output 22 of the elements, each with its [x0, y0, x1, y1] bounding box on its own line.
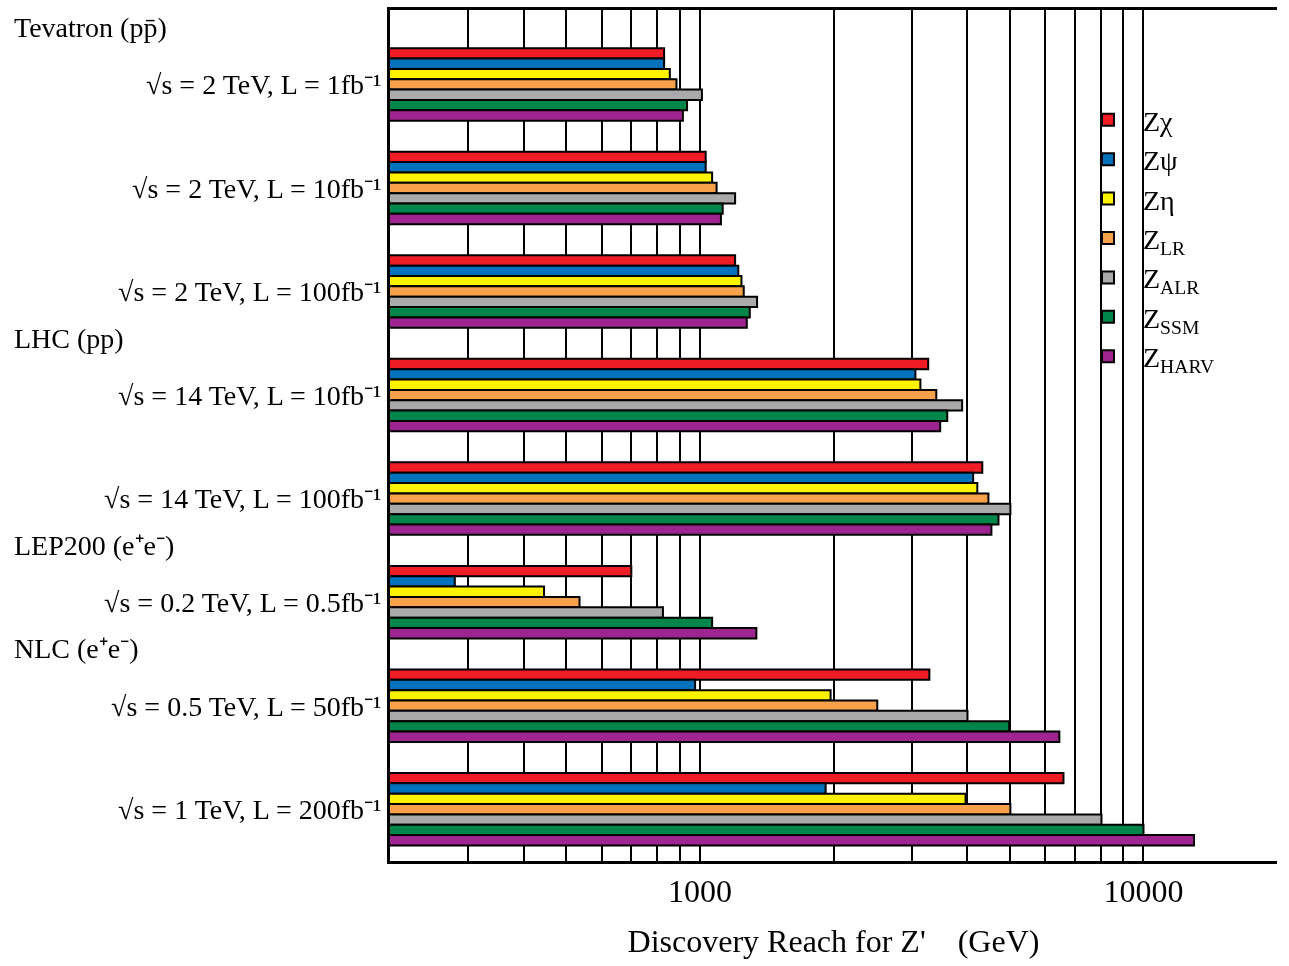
x-tick-label: 1000 [667, 873, 732, 910]
text: LHC (pp) [14, 323, 124, 354]
legend-label: Z$_{LR}$ [1142, 223, 1187, 259]
legend-label: Z$_{HARV}$ [1142, 342, 1215, 377]
y-tick-label: √s = 0.2 TeV, L = 0.5fb⁻¹ [104, 586, 382, 618]
y-tick-label: √s = 0.5 TeV, L = 50fb⁻¹ [111, 690, 382, 722]
legend-label: Zψ [1142, 145, 1179, 177]
legend-label: Z$_{ALR}$ [1142, 263, 1201, 299]
y-tick-label: √s = 14 TeV, L = 10fb⁻¹ [118, 379, 382, 411]
legend-label: Zχ [1142, 105, 1174, 137]
text: Tevatron (pp̄) [14, 12, 167, 43]
text: LEP200 (e⁺e⁻) [14, 530, 175, 561]
y-tick-label: √s = 1 TeV, L = 200fb⁻¹ [118, 794, 382, 826]
text: NLC (e⁺e⁻) [14, 633, 139, 664]
x-axis-title: Discovery Reach for Z' (GeV) [627, 923, 1040, 960]
y-tick-label: √s = 2 TeV, L = 100fb⁻¹ [118, 276, 382, 308]
x-tick-label: 10000 [1103, 873, 1184, 910]
y-tick-label: √s = 2 TeV, L = 10fb⁻¹ [132, 172, 382, 204]
legend-label: Zη [1142, 184, 1175, 216]
legend-label: Z$_{SSM}$ [1142, 302, 1200, 338]
y-tick-label: √s = 14 TeV, L = 100fb⁻¹ [104, 483, 382, 515]
y-tick-label: √s = 2 TeV, L = 1fb⁻¹ [146, 69, 382, 101]
